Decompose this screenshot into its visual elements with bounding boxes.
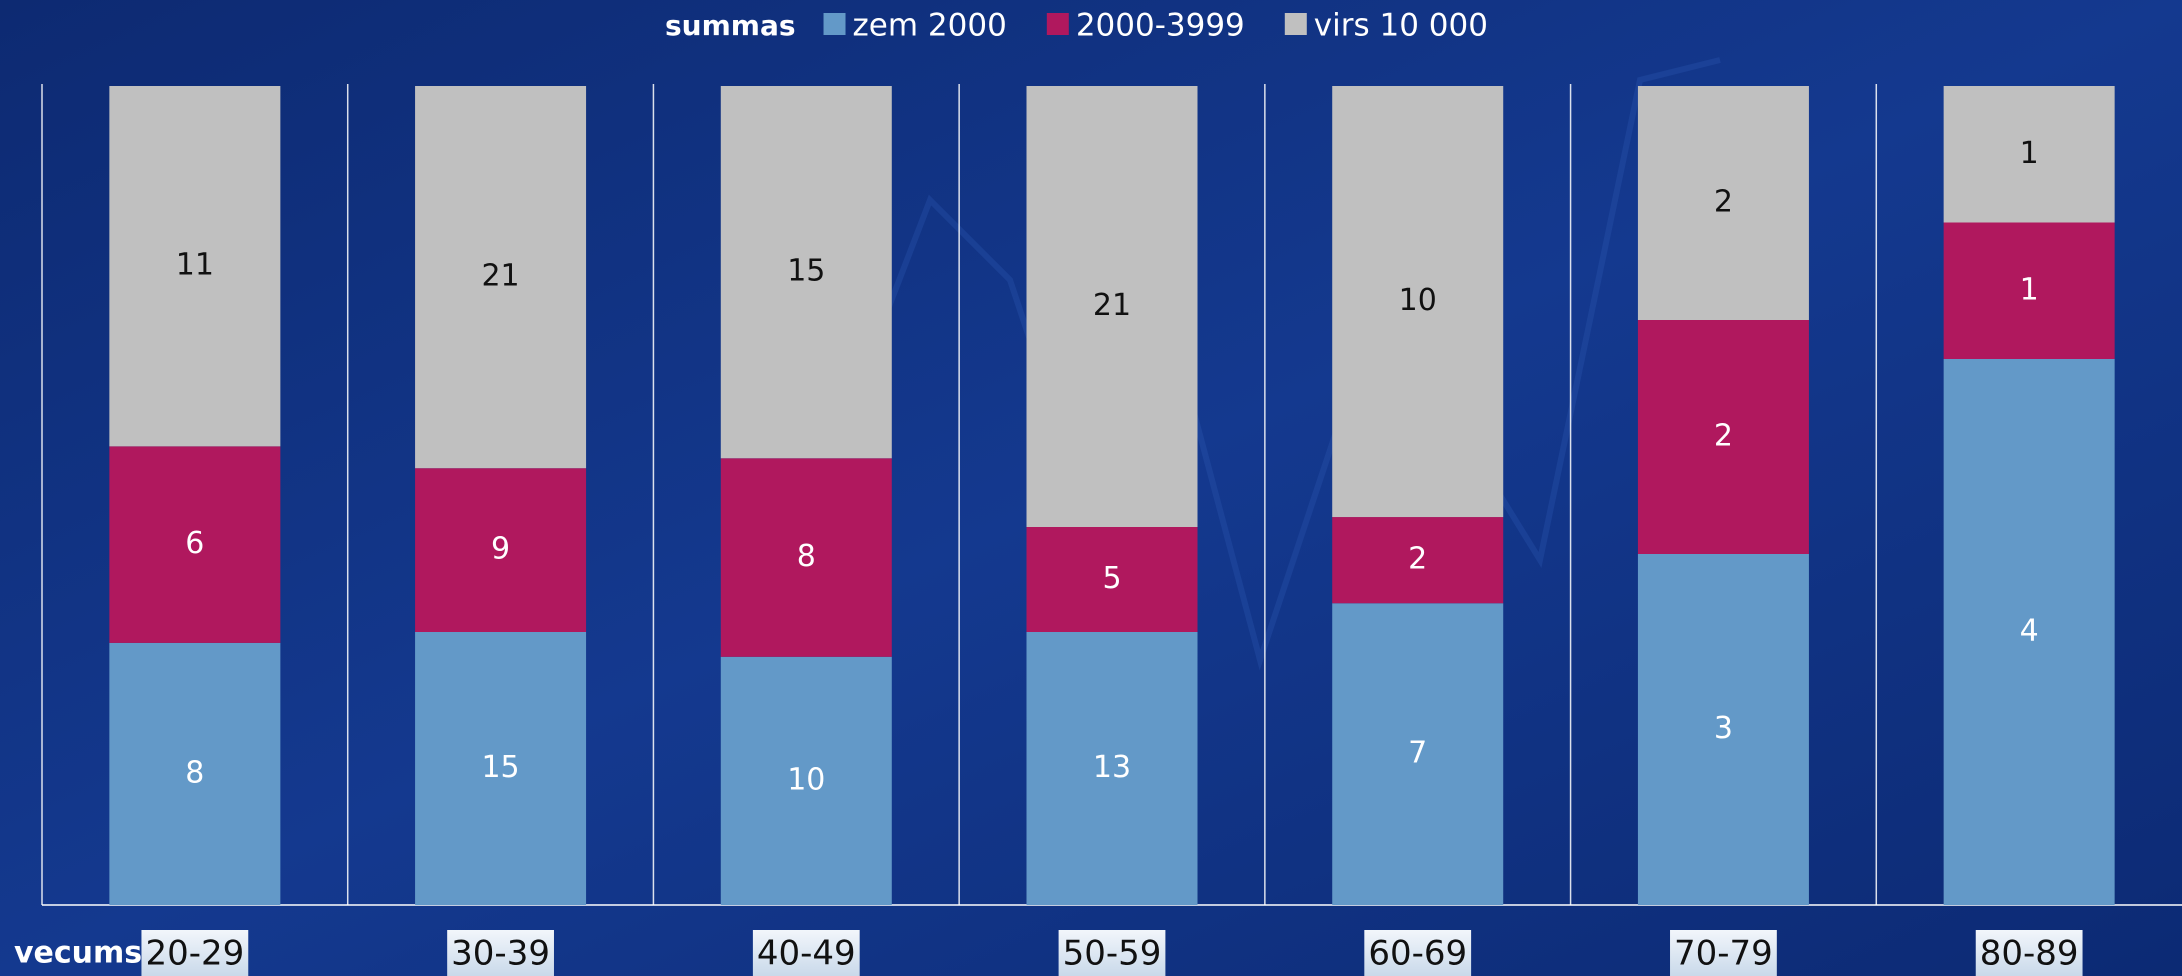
bar-segment bbox=[415, 468, 587, 632]
x-tick-label-box bbox=[1670, 930, 1777, 976]
background-decoration bbox=[877, 57, 1721, 671]
data-label: 1 bbox=[2020, 272, 2039, 307]
x-tick-label-box bbox=[1975, 930, 2083, 976]
x-tick-label: 30-39 bbox=[451, 934, 550, 974]
bar-segment bbox=[720, 86, 892, 459]
x-axis-label: vecums bbox=[14, 936, 142, 971]
data-label: 15 bbox=[787, 254, 825, 289]
x-tick-label-box bbox=[1364, 930, 1472, 976]
bar-segment bbox=[1943, 222, 2115, 359]
data-label: 21 bbox=[1093, 288, 1131, 323]
data-label: 15 bbox=[481, 750, 519, 785]
x-tick-label: 80-89 bbox=[1980, 934, 2079, 974]
x-tick-label: 20-29 bbox=[145, 934, 244, 974]
legend-swatch bbox=[1046, 13, 1069, 35]
bar-segment bbox=[1026, 86, 1198, 527]
data-label: 3 bbox=[1714, 711, 1733, 746]
legend-label: virs 10 000 bbox=[1314, 8, 1488, 44]
data-label: 9 bbox=[491, 532, 510, 567]
x-tick-label-box bbox=[447, 930, 554, 976]
data-label: 2 bbox=[1714, 419, 1733, 454]
legend-label: zem 2000 bbox=[853, 8, 1007, 44]
data-label: 1 bbox=[2020, 136, 2039, 171]
data-label: 10 bbox=[787, 762, 825, 797]
bar-segment bbox=[1637, 320, 1809, 554]
bar-segment bbox=[415, 632, 587, 905]
bar-segment bbox=[1332, 517, 1504, 604]
legend-label: 2000-3999 bbox=[1076, 8, 1245, 44]
x-tick-label-box bbox=[141, 930, 249, 976]
legend-title: summas bbox=[665, 9, 796, 42]
bar-segment bbox=[1943, 86, 2115, 223]
data-label: 4 bbox=[2020, 614, 2039, 649]
data-label: 8 bbox=[185, 755, 204, 790]
x-tick-label: 70-79 bbox=[1674, 934, 1773, 974]
bar-segment bbox=[720, 458, 892, 657]
x-tick-label: 50-59 bbox=[1063, 934, 1162, 974]
bar-segment bbox=[415, 86, 587, 469]
data-label: 2 bbox=[1408, 542, 1427, 577]
data-label: 5 bbox=[1102, 561, 1121, 596]
data-label: 2 bbox=[1714, 185, 1733, 220]
data-label: 11 bbox=[176, 248, 214, 283]
x-tick-label-box bbox=[752, 930, 860, 976]
x-tick-label-box bbox=[1058, 930, 1166, 976]
bar-segment bbox=[109, 642, 281, 905]
bar-segment bbox=[1943, 359, 2115, 905]
bar-segment bbox=[1332, 86, 1504, 518]
data-label: 8 bbox=[797, 539, 816, 574]
bar-segment bbox=[109, 446, 281, 643]
x-tick-label: 60-69 bbox=[1368, 934, 1467, 974]
bar-segment bbox=[109, 86, 281, 447]
legend-swatch bbox=[1284, 13, 1307, 35]
bar-segment bbox=[1332, 603, 1504, 905]
x-tick-label: 40-49 bbox=[757, 934, 856, 974]
data-label: 7 bbox=[1408, 736, 1427, 771]
data-label: 10 bbox=[1399, 283, 1437, 318]
data-label: 6 bbox=[185, 526, 204, 561]
bar-segment bbox=[1026, 632, 1198, 905]
legend-swatch bbox=[823, 13, 846, 35]
bar-segment bbox=[720, 656, 892, 905]
bar-segment bbox=[1637, 86, 1809, 320]
data-label: 21 bbox=[481, 259, 519, 294]
bar-segment bbox=[1026, 527, 1198, 632]
data-label: 13 bbox=[1093, 750, 1131, 785]
bar-segment bbox=[1637, 554, 1809, 905]
